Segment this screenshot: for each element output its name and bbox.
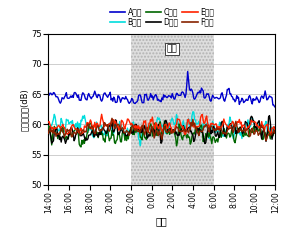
Text: 夜間: 夜間 [167, 44, 178, 54]
Bar [131, 34, 214, 185]
X-axis label: 時刻: 時刻 [156, 216, 168, 226]
Y-axis label: 騒音レベル(dB): 騒音レベル(dB) [20, 88, 29, 131]
Legend: A工場, B工場, C工場, D工場, E工場, F工場: A工場, B工場, C工場, D工場, E工場, F工場 [108, 6, 215, 28]
